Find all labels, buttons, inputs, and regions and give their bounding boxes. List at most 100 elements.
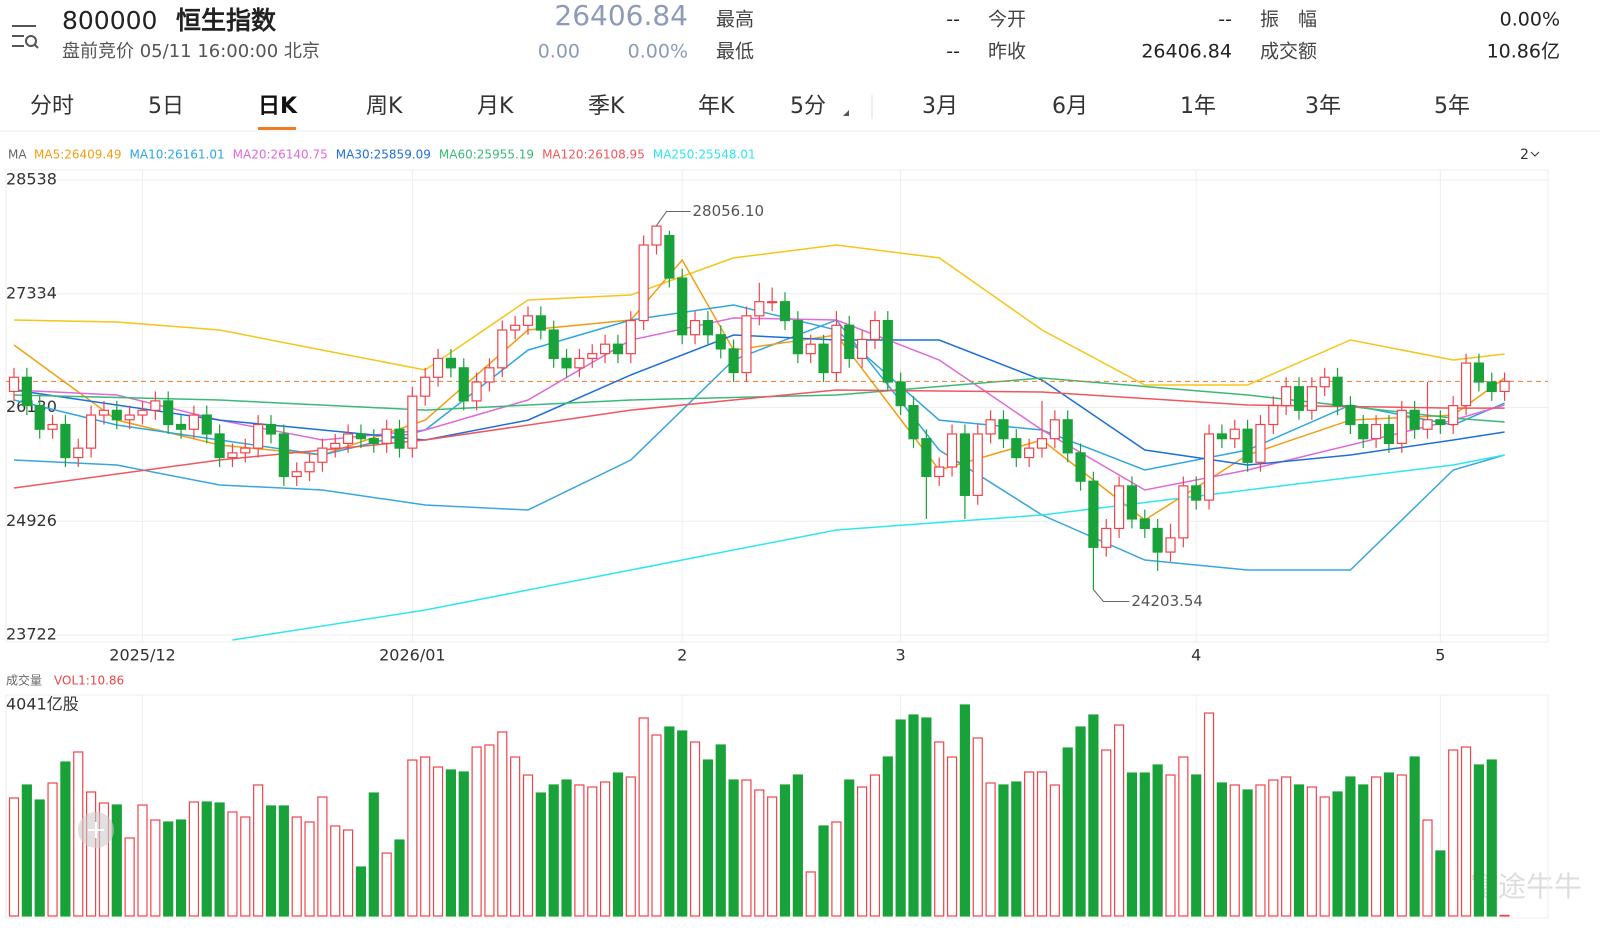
tab[interactable]: 5年 [1434, 94, 1470, 119]
candle-body [163, 400, 174, 426]
volume-bar [1281, 776, 1292, 917]
candle-body [689, 319, 701, 336]
volume-bar [188, 801, 199, 917]
stat-value: -- [946, 9, 960, 31]
tab[interactable]: 分时 [30, 94, 74, 119]
volume-bar [1293, 784, 1305, 917]
toggle[interactable]: 2 [1520, 147, 1529, 163]
stat-label: 昨收 [988, 41, 1026, 63]
volume-bar [869, 774, 881, 917]
candle-body [908, 405, 919, 440]
volume-bar [163, 821, 174, 917]
tab[interactable]: 6月 [1052, 94, 1088, 119]
volume-legend: VOL1:10.86 [54, 674, 124, 688]
volume-bar [934, 741, 945, 917]
volume-bar [381, 852, 392, 917]
tab[interactable]: 3年 [1305, 94, 1341, 119]
volume-bar [510, 756, 521, 917]
high-label: 28056.10 [693, 202, 765, 220]
volume-bar [60, 761, 71, 917]
volume-bar [522, 774, 534, 917]
tab[interactable]: 日K [258, 94, 298, 119]
candle-body [728, 348, 739, 374]
volume-bar [330, 825, 341, 917]
volume-bar [1383, 772, 1395, 917]
candle-body [895, 381, 906, 407]
status: 盘前竞价 05/11 16:00:00 北京 [62, 41, 320, 62]
volume-bar [175, 819, 187, 917]
candle-body [8, 376, 20, 393]
tab[interactable]: 月K [477, 94, 514, 119]
menu-icon[interactable] [12, 25, 39, 49]
volume-bar [689, 741, 701, 917]
candle-body [368, 438, 379, 445]
volume-bar [1113, 724, 1125, 917]
candle-body [1255, 423, 1266, 463]
candle-body [73, 447, 84, 459]
volume-bar [612, 772, 624, 917]
candle-body [1306, 386, 1317, 411]
candle-body [1024, 447, 1035, 459]
tab[interactable]: 周K [366, 94, 403, 119]
candle-body [278, 433, 289, 478]
volume-bar [1229, 784, 1240, 917]
candle-body [34, 405, 45, 430]
volume-bar [214, 802, 225, 917]
volume-bar [561, 779, 572, 917]
volume-bar [651, 734, 662, 917]
volume-tick-label: 4041亿股 [6, 695, 79, 714]
legend-entry: MA120:26108.95 [542, 148, 645, 162]
volume-bar [394, 839, 405, 917]
candle-body [1319, 376, 1330, 388]
tab[interactable]: 5日 [148, 94, 184, 119]
candle-body [1409, 409, 1420, 430]
volume-bar [702, 759, 714, 917]
dropdown-mark [843, 110, 849, 116]
tab[interactable]: 季K [588, 94, 625, 119]
tab[interactable]: 年K [698, 94, 735, 119]
candle-body [137, 409, 148, 416]
volume-bar [201, 801, 212, 917]
candle-body [1293, 386, 1305, 411]
volume-bar [856, 786, 868, 917]
candle-body [1370, 423, 1382, 440]
candle-body [1345, 405, 1356, 426]
volume-bar [818, 825, 829, 917]
candle-body [1152, 527, 1163, 553]
volume-bar [882, 756, 893, 917]
candle-body [330, 442, 341, 449]
volume-bar [1422, 819, 1433, 917]
candle-body [394, 428, 405, 449]
candle-body [599, 343, 611, 355]
tab[interactable]: 1年 [1180, 94, 1216, 119]
volume-bar [227, 811, 238, 917]
volume-bar [471, 746, 482, 917]
volume-bar [548, 784, 559, 917]
x-tick-label: 5 [1435, 646, 1445, 665]
candle-body [1062, 419, 1073, 454]
candle-body [1075, 452, 1086, 482]
candle-body [664, 234, 675, 279]
candle-body [638, 244, 649, 322]
candle-body [432, 357, 444, 378]
volume-bar [1088, 714, 1099, 917]
volume-bar [587, 786, 598, 917]
ma-line [13, 334, 1505, 466]
stat-value: 0.00% [1500, 9, 1560, 31]
high-pointer [656, 211, 691, 226]
add-icon [88, 822, 104, 838]
candle-body [1332, 376, 1343, 407]
candle-body [818, 343, 829, 374]
tab[interactable]: 5分 [790, 94, 826, 119]
volume-bar [420, 756, 431, 917]
candle-body [85, 414, 97, 449]
tab[interactable]: 3月 [922, 94, 958, 119]
candle-body [1460, 362, 1472, 407]
change-pct: 0.00% [628, 41, 688, 63]
candle-body [1229, 428, 1240, 440]
candle-body [715, 334, 726, 350]
candle-body [304, 461, 315, 473]
tabs: 分时 5日 日K 周K 月K 季K 年K 5分 3月 6月 1年 3年 5年 [30, 94, 1470, 130]
ma-line [232, 454, 1505, 641]
